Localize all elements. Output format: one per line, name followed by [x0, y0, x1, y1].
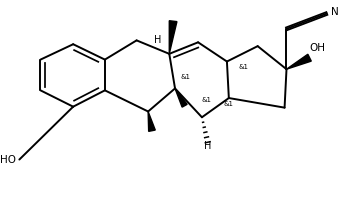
Text: &1: &1	[223, 101, 233, 107]
Text: &1: &1	[238, 64, 248, 70]
Polygon shape	[148, 111, 155, 131]
Text: OH: OH	[310, 43, 326, 53]
Text: HO: HO	[0, 155, 16, 165]
Text: &1: &1	[202, 97, 212, 103]
Text: H: H	[204, 141, 211, 151]
Polygon shape	[175, 89, 187, 107]
Text: &1: &1	[181, 74, 191, 80]
Polygon shape	[169, 21, 177, 54]
Polygon shape	[286, 54, 311, 69]
Text: H: H	[154, 35, 161, 45]
Text: N: N	[331, 7, 339, 17]
